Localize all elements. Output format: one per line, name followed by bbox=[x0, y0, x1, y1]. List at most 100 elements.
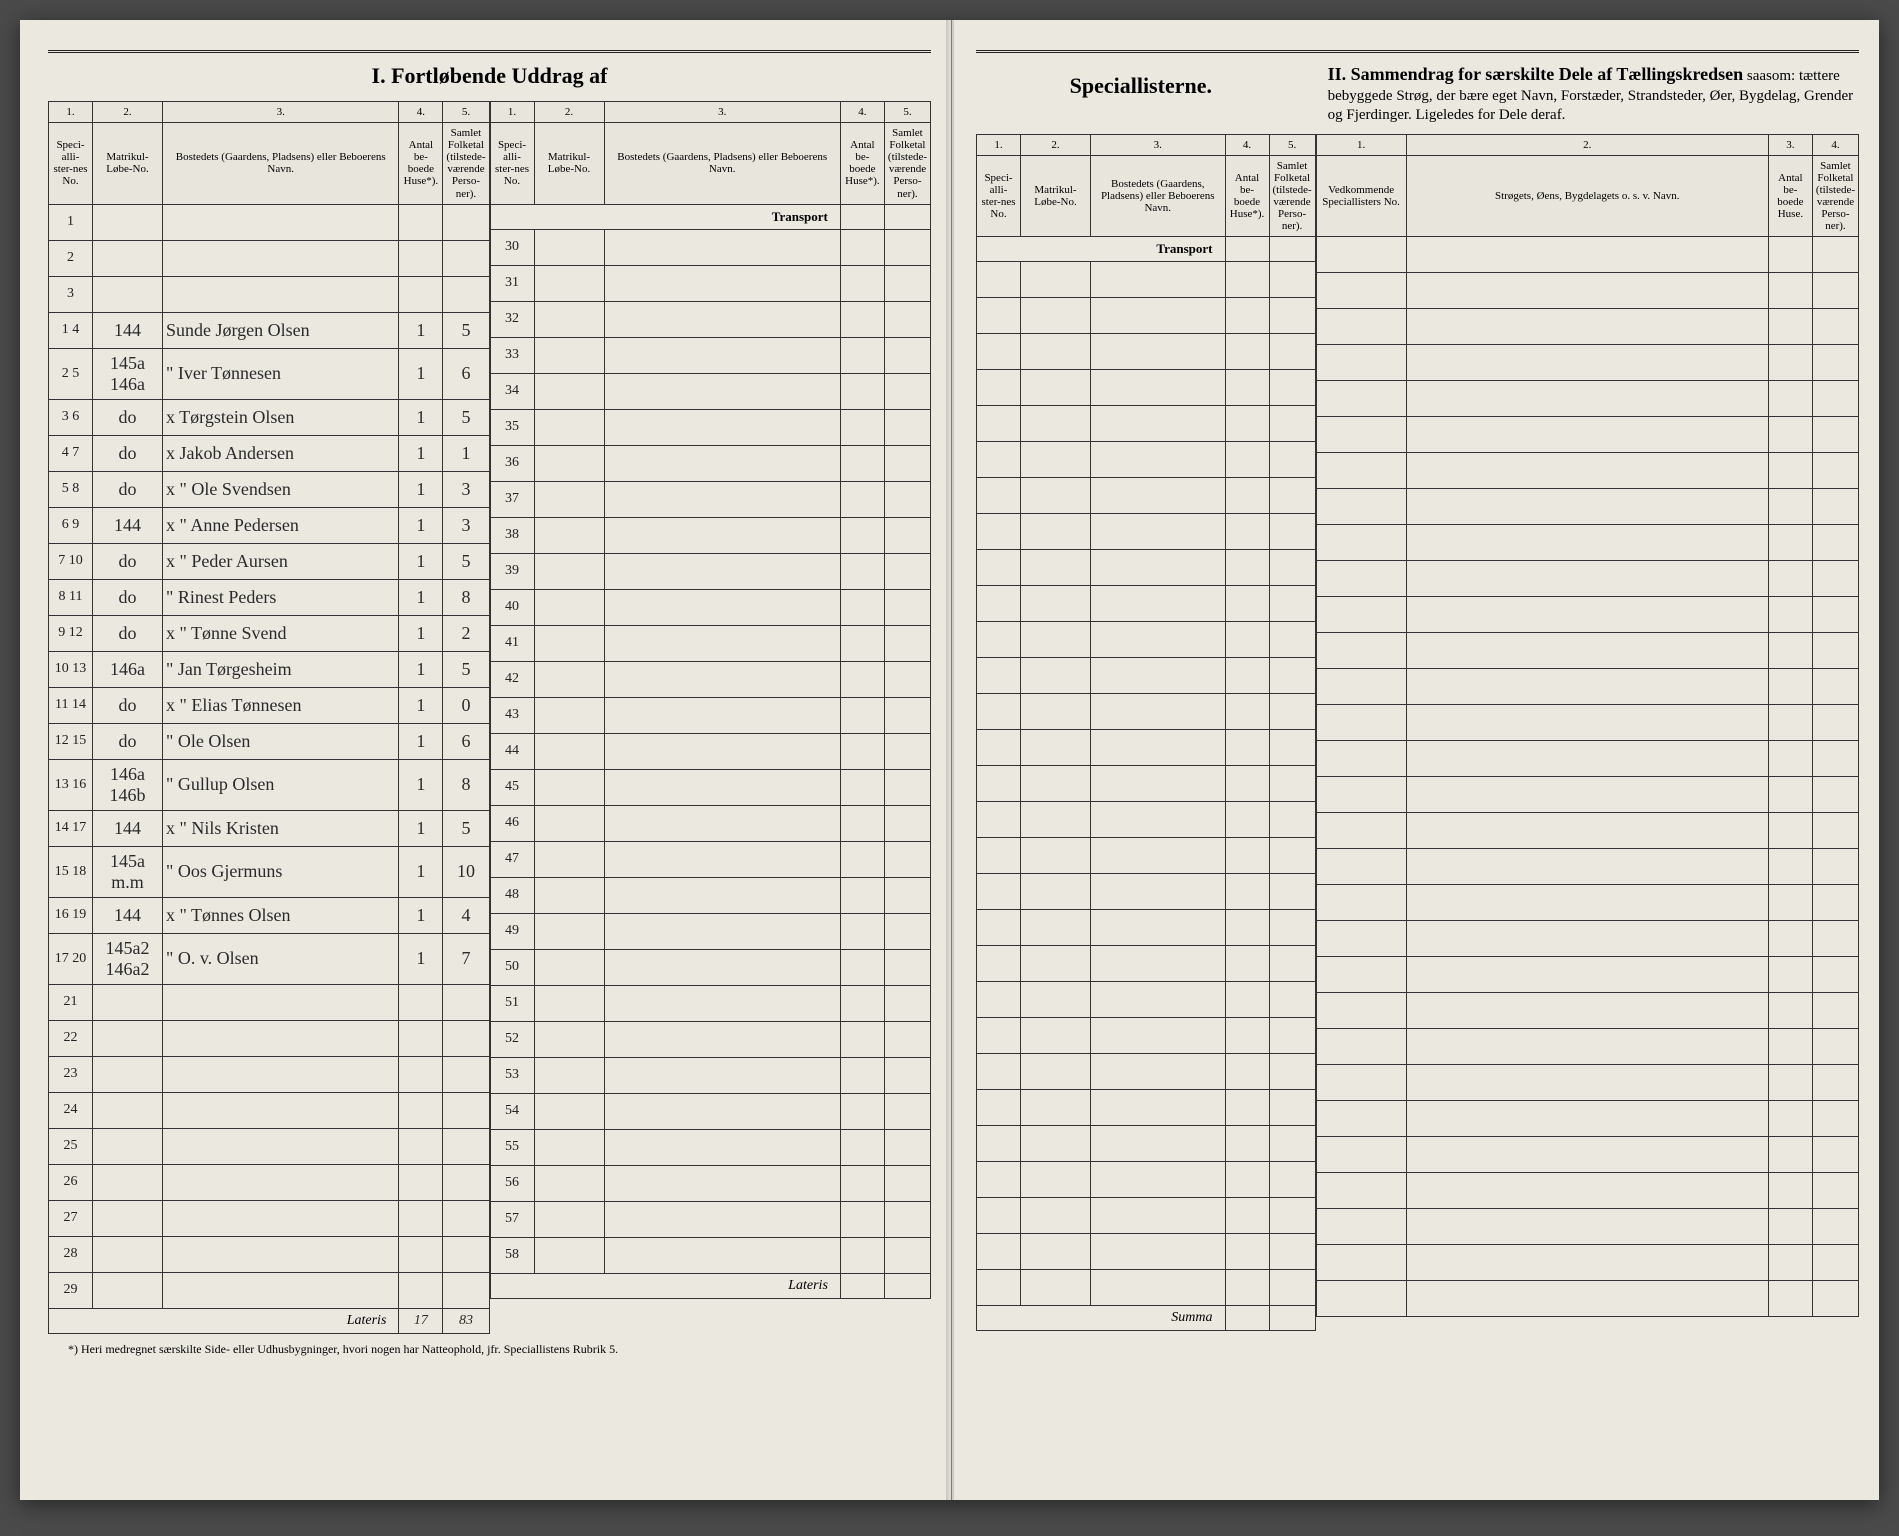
cell-folk bbox=[884, 337, 930, 373]
table-row: 38 bbox=[490, 517, 931, 553]
cell-no: 13 16 bbox=[49, 759, 93, 810]
table-row: 45 bbox=[490, 769, 931, 805]
cell-folk bbox=[1812, 525, 1858, 561]
cell-name bbox=[1091, 1126, 1226, 1162]
cell-huse bbox=[1768, 417, 1812, 453]
cell-name bbox=[1091, 982, 1226, 1018]
cell-huse bbox=[1225, 730, 1269, 766]
table-row: 23 bbox=[49, 1056, 490, 1092]
table-row: 5 8dox " Ole Svendsen13 bbox=[49, 471, 490, 507]
table-row bbox=[1316, 1137, 1858, 1173]
cell-huse bbox=[840, 625, 884, 661]
table-row bbox=[977, 730, 1316, 766]
cell-no bbox=[977, 262, 1021, 298]
cell-folk bbox=[1269, 694, 1315, 730]
cell-spec bbox=[1316, 417, 1406, 453]
cell-huse bbox=[1225, 982, 1269, 1018]
cell-no: 36 bbox=[490, 445, 534, 481]
cell-folk bbox=[884, 1021, 930, 1057]
cell-huse bbox=[1768, 1101, 1812, 1137]
cell-name bbox=[163, 276, 399, 312]
cell-folk bbox=[443, 1200, 489, 1236]
cell-spec bbox=[1316, 1245, 1406, 1281]
table-row: 29 bbox=[49, 1272, 490, 1308]
table-row bbox=[1316, 597, 1858, 633]
cell-huse bbox=[1225, 586, 1269, 622]
cell-mat bbox=[1021, 982, 1091, 1018]
cell-navn bbox=[1406, 1209, 1768, 1245]
cell-name bbox=[604, 877, 840, 913]
cell-name: " Iver Tønnesen bbox=[163, 348, 399, 399]
cell-huse bbox=[1768, 489, 1812, 525]
cell-folk bbox=[443, 276, 489, 312]
cell-navn bbox=[1406, 1029, 1768, 1065]
cell-mat bbox=[534, 769, 604, 805]
cell-no bbox=[977, 658, 1021, 694]
cell-huse bbox=[840, 265, 884, 301]
cell-huse bbox=[1225, 1234, 1269, 1270]
cell-navn bbox=[1406, 1101, 1768, 1137]
cell-huse bbox=[1768, 705, 1812, 741]
table-row: 13 16146a 146b" Gullup Olsen18 bbox=[49, 759, 490, 810]
table-row bbox=[977, 1234, 1316, 1270]
cell-huse bbox=[840, 481, 884, 517]
cell-name bbox=[1091, 586, 1226, 622]
cell-folk bbox=[884, 913, 930, 949]
section2-lead: II. Sammendrag for særskilte Dele af Tæl… bbox=[1328, 64, 1744, 84]
cell-name bbox=[604, 1021, 840, 1057]
cell-folk bbox=[1812, 993, 1858, 1029]
cell-spec bbox=[1316, 453, 1406, 489]
cell-mat bbox=[534, 265, 604, 301]
cell-spec bbox=[1316, 309, 1406, 345]
table-row: 2 5145a 146a" Iver Tønnesen16 bbox=[49, 348, 490, 399]
cell-huse bbox=[1225, 442, 1269, 478]
cell-folk: 4 bbox=[443, 897, 489, 933]
cell-mat bbox=[1021, 838, 1091, 874]
cell-huse: 1 bbox=[399, 435, 443, 471]
cell-no: 51 bbox=[490, 985, 534, 1021]
cell-name bbox=[1091, 1162, 1226, 1198]
cell-folk bbox=[443, 984, 489, 1020]
cell-spec bbox=[1316, 1209, 1406, 1245]
title-section-1-cont: Speciallisterne. bbox=[976, 73, 1306, 122]
cell-name bbox=[604, 481, 840, 517]
cell-no: 39 bbox=[490, 553, 534, 589]
cell-folk bbox=[1269, 442, 1315, 478]
table-row: 8 11do" Rinest Peders18 bbox=[49, 579, 490, 615]
table-row: 41 bbox=[490, 625, 931, 661]
table-row: 22 bbox=[49, 1020, 490, 1056]
cell-folk bbox=[884, 445, 930, 481]
table-row: 14 17144x " Nils Kristen15 bbox=[49, 810, 490, 846]
cell-mat bbox=[93, 1200, 163, 1236]
cell-navn bbox=[1406, 525, 1768, 561]
table-row: 2 bbox=[49, 240, 490, 276]
cell-name: Sunde Jørgen Olsen bbox=[163, 312, 399, 348]
cell-folk bbox=[1812, 417, 1858, 453]
coln-1: 1. bbox=[490, 102, 534, 123]
cell-no bbox=[977, 550, 1021, 586]
cell-no: 30 bbox=[490, 229, 534, 265]
cell-huse bbox=[840, 1129, 884, 1165]
cell-no bbox=[977, 838, 1021, 874]
cell-folk bbox=[1812, 1245, 1858, 1281]
h1: Speci-alli-ster-nes No. bbox=[49, 123, 93, 205]
cell-name bbox=[604, 625, 840, 661]
cell-huse: 1 bbox=[399, 846, 443, 897]
cell-huse bbox=[1225, 1090, 1269, 1126]
cell-folk: 10 bbox=[443, 846, 489, 897]
cell-name bbox=[1091, 262, 1226, 298]
cell-name bbox=[1091, 730, 1226, 766]
cell-no: 6 9 bbox=[49, 507, 93, 543]
cell-name: " Jan Tørgesheim bbox=[163, 651, 399, 687]
cell-huse: 1 bbox=[399, 933, 443, 984]
cell-folk bbox=[1269, 1234, 1315, 1270]
cell-folk bbox=[1812, 345, 1858, 381]
cell-folk bbox=[443, 204, 489, 240]
coln-r1: 1. bbox=[1316, 134, 1406, 155]
table-section2: 1. 2. 3. 4. Vedkommende Speciallisters N… bbox=[1316, 134, 1859, 1318]
table-row bbox=[1316, 1101, 1858, 1137]
cell-folk bbox=[443, 1128, 489, 1164]
coln-3: 3. bbox=[163, 102, 399, 123]
cell-no: 41 bbox=[490, 625, 534, 661]
cell-huse bbox=[1768, 381, 1812, 417]
